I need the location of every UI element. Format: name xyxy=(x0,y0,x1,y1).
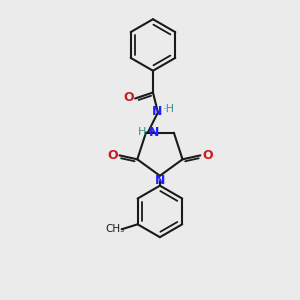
Text: ·H: ·H xyxy=(163,104,175,114)
Text: O: O xyxy=(123,91,134,104)
Text: N: N xyxy=(149,126,159,139)
Text: O: O xyxy=(202,149,213,162)
Text: CH₃: CH₃ xyxy=(105,224,124,234)
Text: O: O xyxy=(107,149,118,162)
Text: N: N xyxy=(152,105,162,118)
Text: H: H xyxy=(138,127,146,137)
Text: N: N xyxy=(155,174,165,187)
